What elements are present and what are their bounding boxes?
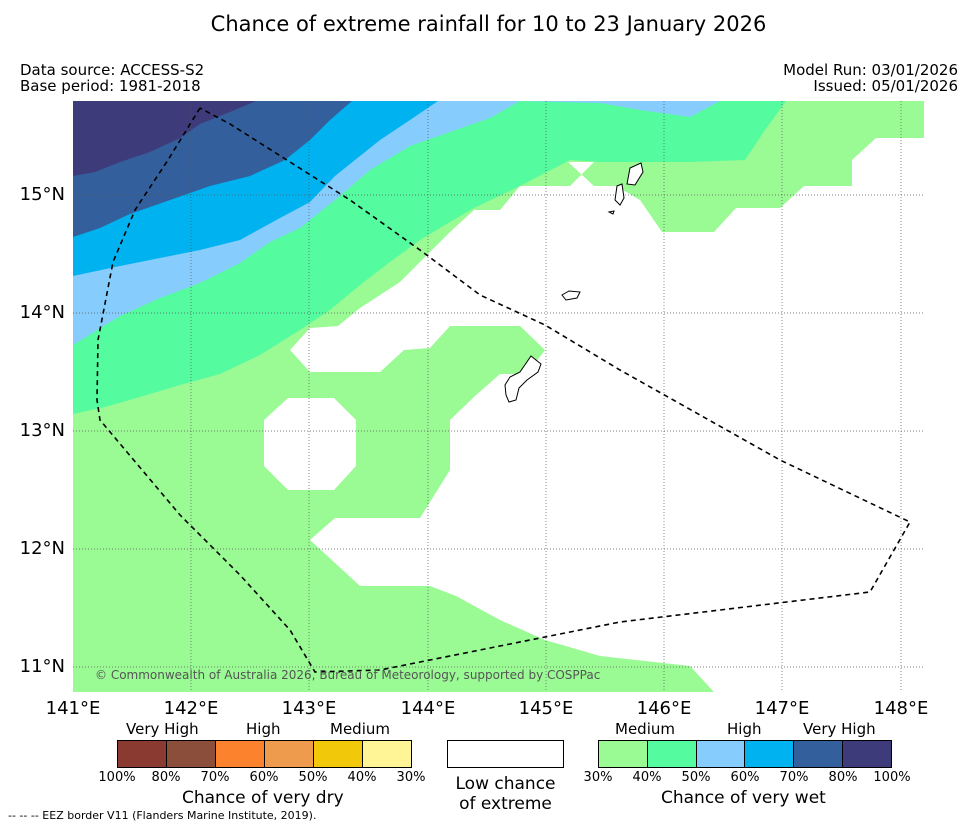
eez-footnote: -- -- -- EEZ border V11 (Flanders Marine… — [8, 809, 317, 822]
dry-tick-label: 80% — [151, 770, 181, 785]
page-title: Chance of extreme rainfall for 10 to 23 … — [210, 12, 767, 36]
guam-island — [504, 355, 542, 403]
dry-tick-label: 100% — [98, 770, 136, 785]
lon-label: 144°E — [400, 698, 456, 719]
wet-category-label: Very High — [803, 720, 876, 738]
dry-swatch — [167, 741, 216, 767]
wet-legend-title: Chance of very wet — [661, 788, 826, 808]
wet-tick-label: 50% — [681, 770, 711, 785]
map-fields — [73, 101, 924, 692]
lon-label: 145°E — [518, 698, 574, 719]
lat-label: 12°N — [19, 538, 65, 559]
wet-swatch — [794, 741, 844, 767]
very-high-field-80 — [73, 101, 256, 176]
aguijan-island — [607, 210, 615, 215]
tinian-island — [614, 183, 625, 206]
dry-category-label: High — [246, 720, 281, 738]
low-chance-area-west — [264, 398, 356, 490]
wet-tick-label: 40% — [632, 770, 662, 785]
wet-tick-label: 100% — [873, 770, 911, 785]
issued-text: Issued: 05/01/2026 — [813, 77, 958, 95]
wet-swatch — [696, 741, 746, 767]
dry-legend-title: Chance of very dry — [182, 788, 344, 808]
dry-colorbar — [117, 740, 412, 768]
lat-label: 14°N — [19, 302, 65, 323]
lon-label: 147°E — [754, 698, 810, 719]
dry-category-label: Very High — [126, 720, 199, 738]
wet-tick-label: 80% — [828, 770, 858, 785]
base-period-text: Base period: 1981-2018 — [20, 77, 201, 95]
data-source-text: Data source: ACCESS-S2 — [20, 61, 205, 79]
low-chance-label-line1: Low chance — [455, 774, 556, 794]
dry-tick-label: 40% — [347, 770, 377, 785]
dry-tick-label: 70% — [200, 770, 230, 785]
eez-border — [96, 107, 912, 673]
dry-tick-label: 30% — [396, 770, 426, 785]
model-run-text: Model Run: 03/01/2026 — [783, 61, 958, 79]
saipan-island — [626, 162, 644, 186]
lon-label: 142°E — [163, 698, 219, 719]
low-chance-label-line2: of extreme — [459, 794, 552, 814]
lon-label: 148°E — [873, 698, 929, 719]
wet-tick-label: 70% — [779, 770, 809, 785]
wet-category-label: High — [727, 720, 762, 738]
dry-swatch — [265, 741, 314, 767]
islands — [504, 162, 644, 403]
wet-tick-label: 30% — [583, 770, 613, 785]
wet-swatch — [599, 741, 648, 767]
low-chance-swatch — [447, 740, 564, 768]
lat-label: 13°N — [19, 420, 65, 441]
wet-swatch — [843, 741, 891, 767]
dry-swatch — [363, 741, 411, 767]
lon-label: 141°E — [45, 698, 101, 719]
rota-island — [561, 290, 581, 301]
lon-label: 146°E — [636, 698, 692, 719]
wet-tick-label: 60% — [730, 770, 760, 785]
dry-category-label: Medium — [330, 720, 390, 738]
lon-label: 143°E — [281, 698, 337, 719]
wet-category-label: Medium — [615, 720, 675, 738]
low-chance-area-main — [290, 138, 924, 692]
wet-colorbar — [598, 740, 892, 768]
wet-swatch — [745, 741, 795, 767]
wet-swatch — [647, 741, 697, 767]
lat-label: 15°N — [19, 184, 65, 205]
dry-swatch — [216, 741, 265, 767]
dry-tick-label: 50% — [298, 770, 328, 785]
lat-label: 11°N — [19, 656, 65, 677]
dry-swatch — [314, 741, 363, 767]
dry-swatch — [118, 741, 167, 767]
copyright-text: © Commonwealth of Australia 2026, Bureau… — [95, 668, 601, 682]
dry-tick-label: 60% — [249, 770, 279, 785]
gridlines — [73, 101, 924, 692]
